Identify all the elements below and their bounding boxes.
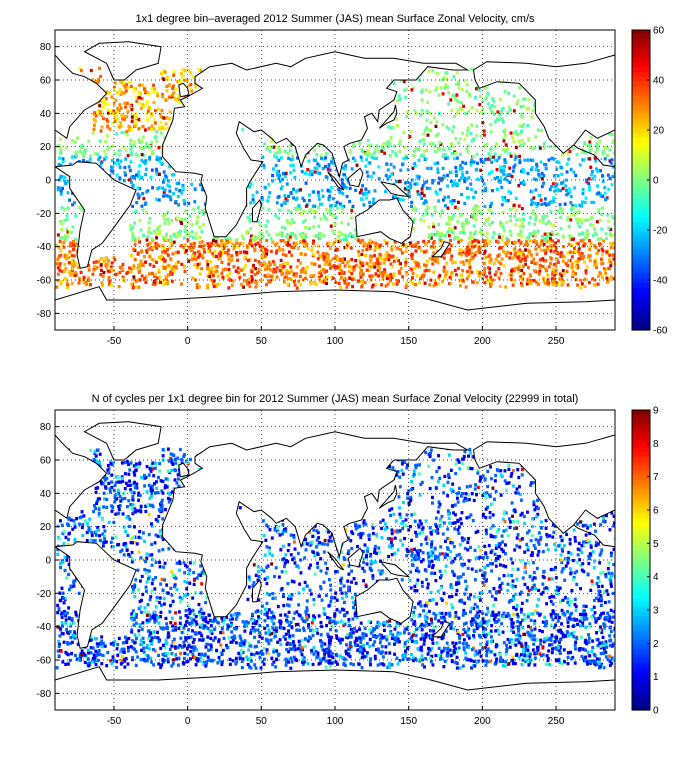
x-tick-label: 0 bbox=[185, 716, 191, 727]
cycles-panel: N of cycles per 1x1 degree bin for 2012 … bbox=[0, 380, 696, 760]
x-tick-label: 50 bbox=[256, 716, 268, 727]
x-tick-label: 150 bbox=[400, 716, 417, 727]
x-tick-label: 100 bbox=[327, 716, 344, 727]
y-tick-label: -60 bbox=[37, 656, 52, 667]
colorbar-tick-label: 8 bbox=[653, 439, 659, 450]
colorbar-tick-label: 40 bbox=[653, 76, 665, 87]
y-tick-label: -40 bbox=[37, 242, 52, 253]
velocity-panel: 1x1 degree bin–averaged 2012 Summer (JAS… bbox=[37, 13, 668, 348]
colorbar-tick-label: 5 bbox=[653, 539, 659, 550]
y-tick-label: -20 bbox=[37, 209, 52, 220]
y-tick-label: -80 bbox=[37, 689, 52, 700]
colorbar-tick-label: -60 bbox=[653, 326, 668, 337]
y-tick-label: 60 bbox=[40, 76, 52, 87]
y-tick-label: 20 bbox=[40, 142, 52, 153]
colorbar-tick-label: 7 bbox=[653, 472, 659, 483]
colorbar-tick-label: 1 bbox=[653, 672, 659, 683]
colorbar-tick-label: 60 bbox=[653, 26, 665, 37]
colorbar-tick-label: 4 bbox=[653, 572, 659, 583]
colorbar-tick-label: 9 bbox=[653, 406, 659, 417]
y-tick-label: 0 bbox=[45, 176, 51, 187]
y-tick-label: -20 bbox=[37, 589, 52, 600]
grid bbox=[55, 410, 615, 710]
x-tick-label: -50 bbox=[107, 716, 122, 727]
coastlines bbox=[55, 41, 615, 330]
x-tick-label: 200 bbox=[474, 336, 491, 347]
cycles-map: -50 0 50 100 150 200 250806040200-20-40-60-809… bbox=[37, 406, 659, 728]
y-tick-label: 80 bbox=[40, 42, 52, 53]
y-tick-label: -80 bbox=[37, 309, 52, 320]
x-tick-label: 250 bbox=[548, 336, 565, 347]
colorbar-tick-label: 0 bbox=[653, 706, 659, 717]
x-tick-label: 0 bbox=[185, 336, 191, 347]
colorbar: 60 40 20 0 -20 -40 -60 bbox=[631, 26, 668, 337]
y-tick-label: 20 bbox=[40, 522, 52, 533]
y-tick-label: 80 bbox=[40, 422, 52, 433]
grid bbox=[55, 30, 615, 330]
colorbar-tick-label: 3 bbox=[653, 606, 659, 617]
x-tick-label: 50 bbox=[256, 336, 268, 347]
x-tick-label: 150 bbox=[400, 336, 417, 347]
colorbar-tick-label: -40 bbox=[653, 276, 668, 287]
colorbar-tick-label: 0 bbox=[653, 176, 659, 187]
y-tick-label: 60 bbox=[40, 456, 52, 467]
x-tick-label: 100 bbox=[327, 336, 344, 347]
x-tick-label: 200 bbox=[474, 716, 491, 727]
x-tick-label: 250 bbox=[548, 716, 565, 727]
y-tick-label: 40 bbox=[40, 489, 52, 500]
y-tick-label: -40 bbox=[37, 622, 52, 633]
colorbar-tick-label: -20 bbox=[653, 226, 668, 237]
colorbar-tick-label: 20 bbox=[653, 126, 665, 137]
colorbar-tick-label: 6 bbox=[653, 506, 659, 517]
velocity-map: -50 0 50 100 150 200 250806040200-20-40-60-806… bbox=[37, 26, 668, 348]
cycles-title: N of cycles per 1x1 degree bin for 2012 … bbox=[91, 393, 579, 405]
colorbar-tick-label: 2 bbox=[653, 639, 659, 650]
colorbar: 9 8 7 6 5 4 3 2 1 0 bbox=[631, 406, 659, 717]
y-tick-label: -60 bbox=[37, 276, 52, 287]
x-tick-label: -50 bbox=[107, 336, 122, 347]
coastlines bbox=[55, 421, 615, 710]
y-tick-label: 40 bbox=[40, 109, 52, 120]
velocity-title: 1x1 degree bin–averaged 2012 Summer (JAS… bbox=[135, 13, 535, 25]
y-tick-label: 0 bbox=[45, 556, 51, 567]
